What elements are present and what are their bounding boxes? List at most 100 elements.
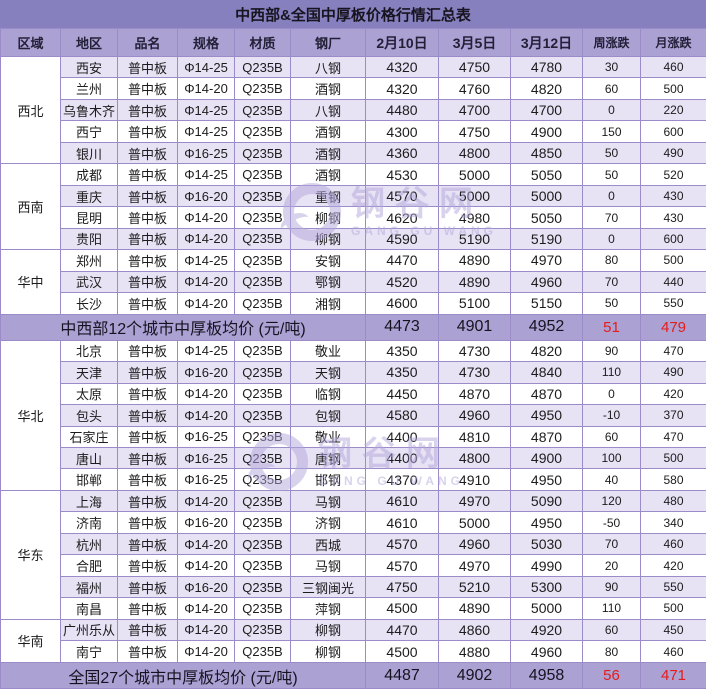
- summary-price-cell: 4902: [438, 662, 511, 689]
- spec-cell: Φ14-20: [177, 206, 235, 229]
- spec-cell: Φ14-25: [177, 55, 235, 79]
- spec-cell: Φ14-25: [177, 339, 235, 363]
- spec-cell: Φ14-20: [177, 554, 235, 577]
- product-cell: 普中板: [117, 404, 178, 427]
- spec-cell: Φ14-20: [177, 227, 235, 251]
- summary-price-cell: 4901: [438, 313, 511, 341]
- product-cell: 普中板: [117, 292, 178, 315]
- grade-cell: Q235B: [234, 446, 291, 470]
- price-feb10-cell: 4350: [365, 339, 439, 363]
- spec-cell: Φ14-20: [177, 292, 235, 315]
- week-change-cell: 150: [582, 120, 641, 143]
- price-mar5-cell: 4760: [438, 77, 511, 100]
- month-change-cell: 500: [640, 249, 706, 272]
- mill-cell: 西城: [290, 532, 366, 556]
- price-feb10-cell: 4530: [365, 163, 439, 186]
- spec-cell: Φ16-20: [177, 361, 235, 384]
- table-row: 邯郸 普中板 Φ16-25 Q235B 邯钢 4370 4910 4950 40 580: [1, 468, 706, 491]
- city-cell: 太原: [60, 382, 118, 406]
- month-change-cell: 420: [640, 554, 706, 577]
- page-title: 中西部&全国中厚板价格行情汇总表: [0, 0, 706, 28]
- grade-cell: Q235B: [234, 425, 291, 448]
- table-row: 包头 普中板 Φ14-20 Q235B 包钢 4580 4960 4950 -10 370: [1, 404, 706, 427]
- price-mar12-cell: 5030: [510, 532, 583, 556]
- header-date-mar5: 3月5日: [438, 28, 511, 57]
- table-row: 乌鲁木齐 普中板 Φ14-25 Q235B 八钢 4480 4700 4700 0 220: [1, 98, 706, 122]
- price-feb10-cell: 4570: [365, 532, 439, 556]
- week-change-cell: -50: [582, 511, 641, 534]
- grade-cell: Q235B: [234, 77, 291, 100]
- mill-cell: 湘钢: [290, 292, 366, 315]
- region-cell: 西北: [0, 55, 61, 165]
- price-mar5-cell: 4810: [438, 425, 511, 448]
- table-row: 华北 北京 普中板 Φ14-25 Q235B 敬业 4350 4730 4820 90 470: [0, 339, 706, 491]
- city-cell: 长沙: [60, 292, 118, 315]
- spec-cell: Φ16-25: [177, 425, 235, 448]
- month-change-cell: 420: [640, 382, 706, 406]
- summary-month-change-cell: 479: [640, 313, 706, 341]
- table-row: 华中 郑州 普中板 Φ14-25 Q235B 安钢 4470 4890 4970 80 500: [0, 249, 706, 315]
- city-cell: 天津: [60, 361, 118, 384]
- spec-cell: Φ14-25: [177, 249, 235, 272]
- month-change-cell: 440: [640, 270, 706, 294]
- grade-cell: Q235B: [234, 184, 291, 208]
- price-mar12-cell: 4960: [510, 270, 583, 294]
- city-cell: 南昌: [60, 597, 118, 620]
- header-product: 品名: [117, 28, 178, 57]
- price-mar5-cell: 4910: [438, 468, 511, 491]
- price-mar5-cell: 4750: [438, 120, 511, 143]
- month-change-cell: 600: [640, 120, 706, 143]
- price-feb10-cell: 4590: [365, 227, 439, 251]
- price-mar5-cell: 4980: [438, 206, 511, 229]
- spec-cell: Φ14-20: [177, 597, 235, 620]
- region-cell: 华南: [0, 618, 61, 664]
- price-mar12-cell: 4700: [510, 98, 583, 122]
- price-mar5-cell: 4860: [438, 618, 511, 642]
- spec-cell: Φ14-20: [177, 404, 235, 427]
- price-mar5-cell: 4970: [438, 554, 511, 577]
- price-feb10-cell: 4600: [365, 292, 439, 315]
- grade-cell: Q235B: [234, 382, 291, 406]
- mill-cell: 重钢: [290, 184, 366, 208]
- table-row: 西南 成都 普中板 Φ14-25 Q235B 酒钢 4530 5000 5050 50 520: [0, 163, 706, 251]
- spec-cell: Φ14-20: [177, 77, 235, 100]
- city-cell: 上海: [60, 489, 118, 513]
- price-mar12-cell: 4820: [510, 339, 583, 363]
- week-change-cell: -10: [582, 404, 641, 427]
- table-row: 石家庄 普中板 Φ16-25 Q235B 敬业 4400 4810 4870 60 470: [1, 425, 706, 448]
- mill-cell: 济钢: [290, 511, 366, 534]
- table-row: 太原 普中板 Φ14-20 Q235B 临钢 4450 4870 4870 0 420: [1, 382, 706, 406]
- price-mar12-cell: 4970: [510, 249, 583, 272]
- week-change-cell: 0: [582, 382, 641, 406]
- header-week-change: 周涨跌: [582, 28, 641, 57]
- spec-cell: Φ14-25: [177, 98, 235, 122]
- grade-cell: Q235B: [234, 511, 291, 534]
- table-row: 南宁 普中板 Φ14-20 Q235B 柳钢 4500 4880 4960 80 460: [1, 640, 706, 663]
- price-mar12-cell: 5000: [510, 184, 583, 208]
- mill-cell: 酒钢: [290, 163, 366, 186]
- mill-cell: 马钢: [290, 489, 366, 513]
- header-city: 地区: [60, 28, 118, 57]
- price-mar12-cell: 4950: [510, 404, 583, 427]
- week-change-cell: 100: [582, 446, 641, 470]
- summary-row: 中西部12个城市中厚板均价 (元/吨) 4473 4901 4952 51 479: [0, 313, 706, 341]
- table-body: 西北 西安 普中板 Φ14-25 Q235B 八钢 4320 4750 4780 30 460 兰州普…: [0, 55, 706, 689]
- product-cell: 普中板: [117, 206, 178, 229]
- price-feb10-cell: 4470: [365, 618, 439, 642]
- price-feb10-cell: 4570: [365, 184, 439, 208]
- week-change-cell: 90: [582, 575, 641, 599]
- table-row: 重庆 普中板 Φ16-20 Q235B 重钢 4570 5000 5000 0 430: [1, 184, 706, 208]
- grade-cell: Q235B: [234, 361, 291, 384]
- price-mar5-cell: 4800: [438, 141, 511, 165]
- table-row: 兰州 普中板 Φ14-20 Q235B 酒钢 4320 4760 4820 60 500: [1, 77, 706, 100]
- month-change-cell: 520: [640, 163, 706, 186]
- price-mar5-cell: 4960: [438, 532, 511, 556]
- price-mar12-cell: 5000: [510, 597, 583, 620]
- month-change-cell: 490: [640, 361, 706, 384]
- header-row: 区域 地区 品名 规格 材质 钢厂 2月10日 3月5日 3月12日 周涨跌 月…: [0, 28, 706, 57]
- header-mill: 钢厂: [290, 28, 366, 57]
- price-feb10-cell: 4350: [365, 361, 439, 384]
- price-mar5-cell: 5100: [438, 292, 511, 315]
- spec-cell: Φ14-20: [177, 489, 235, 513]
- week-change-cell: 90: [582, 339, 641, 363]
